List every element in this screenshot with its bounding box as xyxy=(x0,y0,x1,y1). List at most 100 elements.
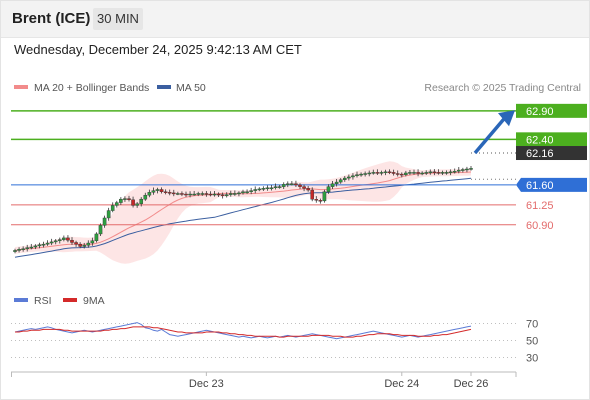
rsi-legend: RSI 9MA xyxy=(14,295,105,307)
candle-body xyxy=(265,187,270,189)
candle-body xyxy=(412,172,416,174)
support-2-label: 60.90 xyxy=(526,220,554,232)
candle-body xyxy=(74,242,78,245)
candle-body xyxy=(314,198,319,201)
candle-body xyxy=(281,184,286,187)
candle-body xyxy=(269,187,274,189)
candle-body xyxy=(94,233,99,241)
candle-body xyxy=(62,237,66,240)
candle-body xyxy=(306,188,310,191)
rsi-ma-line xyxy=(15,326,472,338)
ma20-legend-swatch xyxy=(14,85,28,89)
candle-body xyxy=(184,193,188,196)
candle-body xyxy=(383,171,388,174)
candle-body xyxy=(469,168,473,170)
candle-body xyxy=(192,193,196,196)
projection-arrow-head xyxy=(498,110,515,127)
candle-body xyxy=(212,193,217,196)
candle-body xyxy=(428,171,433,174)
candle-body xyxy=(147,192,152,196)
candle-body xyxy=(114,202,119,206)
instrument-title: Brent (ICE) xyxy=(12,10,91,27)
candle-body xyxy=(151,190,156,193)
resistance-1-tag xyxy=(516,132,587,147)
rsi-level-50-label: 50 xyxy=(526,336,538,348)
rsi-legend-label: RSI xyxy=(34,295,52,307)
candle-body xyxy=(465,168,469,171)
candle-body xyxy=(294,183,298,186)
ma50-legend-label: MA 50 xyxy=(176,82,206,94)
support-1-label: 61.25 xyxy=(526,200,554,212)
rsi-level-70-label: 70 xyxy=(526,319,538,331)
chart-legend: MA 20 + Bollinger Bands MA 50 Research ©… xyxy=(14,82,581,94)
candle-body xyxy=(41,243,46,246)
candle-body xyxy=(387,171,392,174)
candle-body xyxy=(49,241,54,244)
candle-body xyxy=(13,250,17,252)
candle-body xyxy=(371,172,376,174)
candle-body xyxy=(408,172,412,174)
candle-body xyxy=(66,237,70,241)
candle-body xyxy=(334,181,339,184)
candle-body xyxy=(330,183,335,187)
candle-body xyxy=(224,194,229,196)
candle-body xyxy=(452,171,457,173)
candle-body xyxy=(367,172,372,175)
candle-body xyxy=(257,188,262,191)
price-pane: 62.90 62.40 62.16 61.60 61.25 60.90 xyxy=(11,103,587,264)
timeframe-button[interactable]: 30 MIN xyxy=(93,8,143,30)
credit-text: Research © 2025 Trading Central xyxy=(424,82,581,94)
candle-body xyxy=(29,246,34,249)
candle-body xyxy=(127,198,131,200)
time-axis: Dec 23 Dec 24 Dec 26 xyxy=(11,371,517,390)
candle-body xyxy=(33,245,38,248)
candle-body xyxy=(163,191,168,193)
candle-body xyxy=(37,244,42,247)
resistance-1-label: 62.40 xyxy=(526,134,554,146)
candle-body xyxy=(285,183,290,185)
candle-body xyxy=(456,169,461,172)
candle-body xyxy=(253,189,258,191)
rsi-level-30-label: 30 xyxy=(526,353,538,365)
candle-body xyxy=(25,247,30,249)
candle-body xyxy=(404,172,408,175)
candle-body xyxy=(298,184,302,187)
rsi-pane: 70 50 30 xyxy=(11,319,538,365)
projection-arrow-shaft xyxy=(473,115,508,155)
candle-body xyxy=(228,193,233,195)
candle-body xyxy=(102,217,107,226)
candle-body xyxy=(167,192,172,194)
candle-body xyxy=(432,171,437,174)
candle-body xyxy=(131,199,135,206)
candle-body xyxy=(347,176,351,179)
candle-body xyxy=(21,248,25,250)
candle-body xyxy=(440,172,445,174)
bollinger-band xyxy=(15,161,471,264)
candle-body xyxy=(420,172,424,175)
candle-body xyxy=(436,172,441,174)
candle-body xyxy=(78,243,82,247)
candle-body xyxy=(391,172,396,174)
candle-body xyxy=(176,193,180,195)
time-tick-label: Dec 24 xyxy=(384,378,419,390)
candle-body xyxy=(249,190,253,192)
last-price-label: 62.16 xyxy=(526,148,554,160)
candle-body xyxy=(302,186,306,189)
candle-body xyxy=(461,169,465,171)
resistance-2-tag xyxy=(516,103,587,118)
candle-body xyxy=(17,249,21,251)
candle-body xyxy=(90,240,95,244)
candle-body xyxy=(351,175,355,178)
candle-body xyxy=(82,245,87,247)
resistance-2-label: 62.90 xyxy=(526,106,554,118)
candle-body xyxy=(143,194,148,200)
candle-body xyxy=(139,198,144,204)
rsi-line xyxy=(14,322,472,340)
candle-body xyxy=(237,192,241,195)
candle-body xyxy=(188,193,192,196)
candle-body xyxy=(342,177,347,180)
candle-body xyxy=(424,172,429,174)
candle-body xyxy=(208,193,213,196)
candle-body xyxy=(196,193,201,195)
